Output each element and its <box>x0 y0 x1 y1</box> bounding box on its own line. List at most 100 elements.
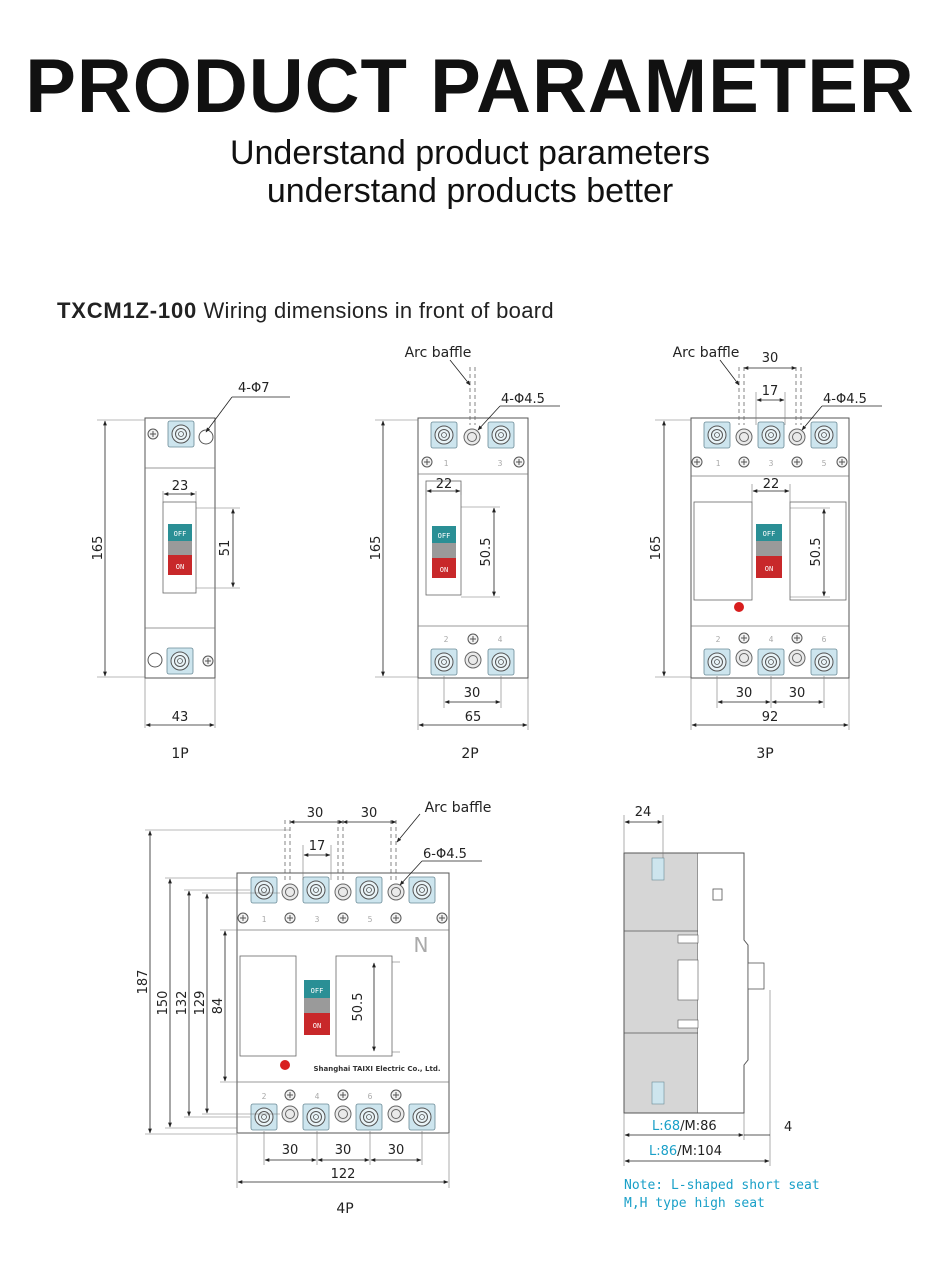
terminal-icon <box>355 876 383 904</box>
terminal-icon <box>302 1103 330 1131</box>
screw-icon <box>513 456 525 468</box>
section-caption: Wiring dimensions in front of board <box>197 298 554 323</box>
off-label: OFF <box>438 532 451 540</box>
trip-indicator-icon <box>734 602 744 612</box>
washer-icon <box>281 1105 299 1123</box>
terminal-icon <box>757 421 785 449</box>
pole-2p-label: 2P <box>461 746 478 762</box>
screw-icon <box>467 633 479 645</box>
screw-icon <box>337 912 349 924</box>
washer-icon <box>387 883 405 901</box>
on-label: ON <box>765 565 773 573</box>
terminal-icon <box>430 421 458 449</box>
diagram-4p: 1 3 5 N OFF ON Shanghai TAIXI Electric C… <box>136 800 491 1217</box>
washer-icon <box>463 428 481 446</box>
dim-30-label: 30 <box>307 806 324 821</box>
washer-icon <box>735 428 753 446</box>
off-label: OFF <box>311 987 324 995</box>
screw-icon <box>237 912 249 924</box>
washer-icon <box>334 883 352 901</box>
terminal-number: 2 <box>262 1092 267 1101</box>
terminal-number: 4 <box>498 635 503 644</box>
dim-22-label: 22 <box>436 477 453 492</box>
dim-50-5-label: 50.5 <box>351 993 366 1022</box>
terminal-icon <box>487 421 515 449</box>
dim-43-label: 43 <box>172 710 189 725</box>
dim-122-label: 122 <box>331 1167 356 1182</box>
terminal-icon <box>250 876 278 904</box>
screw-icon <box>337 1089 349 1101</box>
dim-24-label: 24 <box>635 805 652 820</box>
washer-icon <box>387 1105 405 1123</box>
terminal-number: 5 <box>368 915 373 924</box>
dim-165-label: 165 <box>91 536 106 561</box>
section-heading: TXCM1Z-100 Wiring dimensions in front of… <box>57 298 554 324</box>
screw-icon <box>390 1089 402 1101</box>
dim-30-label: 30 <box>335 1143 352 1158</box>
terminal-icon <box>355 1103 383 1131</box>
terminal-number: 6 <box>368 1092 373 1101</box>
terminal-number: 2 <box>444 635 449 644</box>
page-title: PRODUCT PARAMETER <box>25 44 915 129</box>
hole-4-45-label: 4-Φ4.5 <box>501 392 545 407</box>
screw-icon <box>202 655 214 667</box>
side-dim-l86: L:86/M:104 <box>649 1144 722 1159</box>
screw-icon <box>436 912 448 924</box>
subtitle-line-1: Understand product parameters <box>229 134 711 172</box>
side-dim-l68: L:68/M:86 <box>652 1119 717 1134</box>
hole-4-7-label: 4-Φ7 <box>238 381 269 396</box>
diagram-side-view: 24 L:68/M:86 4 L:86/M:104 Note: L-shaped… <box>623 805 820 1211</box>
washer-icon <box>735 649 753 667</box>
screw-icon <box>738 456 750 468</box>
on-button <box>756 556 782 578</box>
terminal-icon <box>408 1103 436 1131</box>
dim-84-label: 84 <box>211 998 226 1015</box>
pole-1p-label: 1P <box>171 746 188 762</box>
screw-icon <box>691 456 703 468</box>
on-button <box>432 558 456 578</box>
terminal-number: 1 <box>262 915 267 924</box>
dim-4-label: 4 <box>784 1120 792 1135</box>
terminal-icon <box>810 421 838 449</box>
washer-icon <box>788 649 806 667</box>
dim-187-label: 187 <box>136 970 151 995</box>
dim-165-label: 165 <box>649 536 664 561</box>
dim-30-label: 30 <box>736 686 753 701</box>
pole-3p-label: 3P <box>756 746 773 762</box>
terminal-icon <box>757 648 785 676</box>
pole-4p-label: 4P <box>336 1201 353 1217</box>
on-button <box>168 555 192 575</box>
terminal-icon <box>810 648 838 676</box>
terminal-number: 4 <box>315 1092 320 1101</box>
screw-icon <box>284 912 296 924</box>
trip-indicator-icon <box>280 1060 290 1070</box>
note-line-1: Note: L-shaped short seat <box>624 1178 820 1193</box>
screw-icon <box>791 456 803 468</box>
dim-92-label: 92 <box>762 710 779 725</box>
on-label: ON <box>440 566 448 574</box>
dim-17-label: 17 <box>309 839 326 854</box>
screw-icon <box>738 632 750 644</box>
terminal-number: 4 <box>769 635 774 644</box>
dim-23-label: 23 <box>172 479 189 494</box>
dim-165-label: 165 <box>369 536 384 561</box>
note-line-2: M,H type high seat <box>624 1196 765 1211</box>
terminal-icon <box>302 876 330 904</box>
terminal-number: 2 <box>716 635 721 644</box>
off-button <box>304 980 330 998</box>
terminal-icon <box>703 421 731 449</box>
arc-baffle-label: Arc baffle <box>673 345 740 361</box>
terminal-number: 6 <box>822 635 827 644</box>
off-label: OFF <box>174 530 187 538</box>
screw-icon <box>284 1089 296 1101</box>
terminal-icon <box>430 648 458 676</box>
arc-baffle-label: Arc baffle <box>425 800 492 816</box>
terminal-number: 5 <box>822 459 827 468</box>
on-button <box>304 1013 330 1035</box>
washer-icon <box>464 651 482 669</box>
arc-baffle-label: Arc baffle <box>405 345 472 361</box>
subtitle-line-2: understand products better <box>266 172 674 210</box>
terminal-number: 3 <box>315 915 320 924</box>
diagram-2p: 1 3 OFF ON 2 4 Arc baffle 4-Φ4.5 165 22 <box>369 345 560 762</box>
